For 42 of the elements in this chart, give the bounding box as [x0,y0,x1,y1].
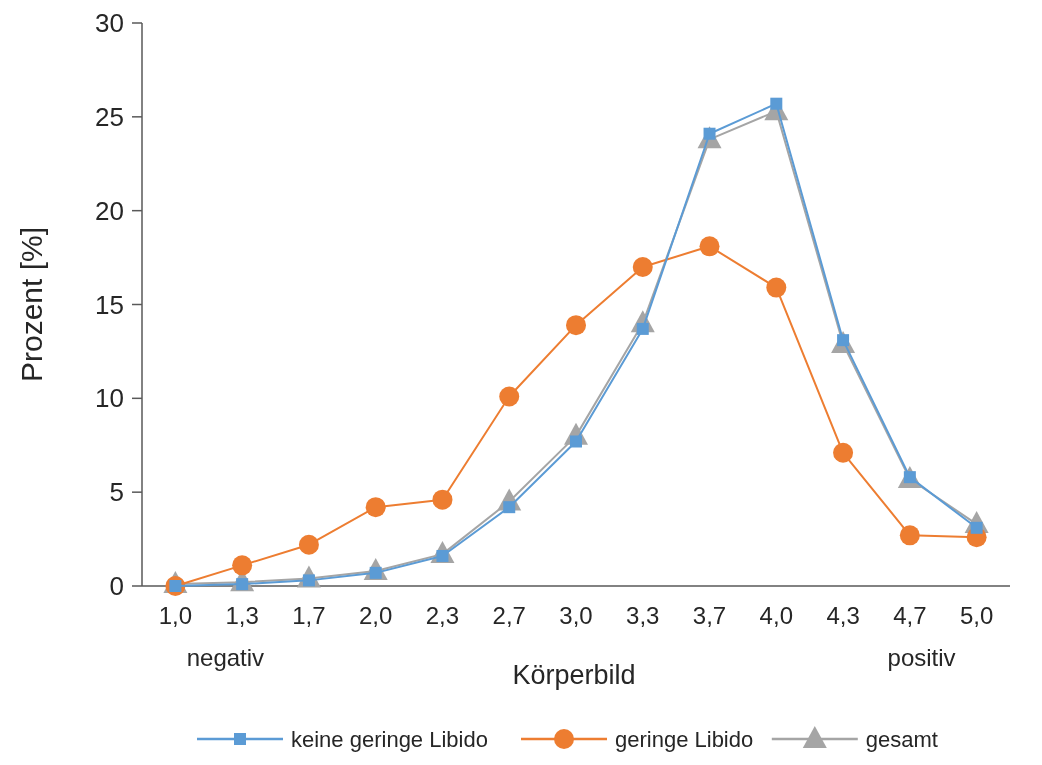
x-tick-label: 5,0 [959,602,994,629]
text: negativ [186,644,265,671]
point [499,386,520,407]
y-tick-label: 15 [95,289,124,320]
y-tick-label: 10 [95,383,124,414]
point [503,501,516,514]
x-tick-label: 2,0 [359,602,393,629]
x-tick-label: 4,7 [893,602,927,629]
text: positiv [887,644,956,671]
x-tick-label: 4,3 [826,602,860,629]
point [566,315,586,336]
x-axis-title: Körperbild [512,660,636,690]
point [632,256,653,277]
point [636,322,649,335]
legend-label: keine geringe Libido [291,727,488,752]
x-tick-label: 2,7 [492,602,526,629]
x-tick-label: 1,0 [158,602,193,629]
y-tick-label: 0 [109,571,124,602]
x-tick-label: 3,0 [559,602,593,629]
legend-label: gesamt [865,727,938,752]
y-tick-label: 20 [95,195,124,226]
point [766,277,787,298]
y-tick-label: 30 [95,8,124,39]
y-tick-label: 5 [109,477,124,508]
point [298,534,319,555]
legend-label: geringe Libido [615,727,754,752]
point [899,525,920,546]
point [570,435,582,448]
x-tick-label: 2,3 [425,602,460,629]
point [699,236,720,257]
y-tick-label: 25 [95,101,124,132]
point [770,97,783,110]
x-tick-label: 1,3 [225,602,259,629]
point [432,489,453,510]
x-tick-label: 4,0 [759,602,793,629]
x-tick-label: 1,7 [292,602,326,629]
point [365,497,386,518]
y-axis-title: Prozent [%] [15,226,48,383]
x-tick-label: 3,3 [626,602,660,629]
x-tick-label: 3,7 [692,602,727,629]
point [833,442,854,463]
point [232,555,253,576]
